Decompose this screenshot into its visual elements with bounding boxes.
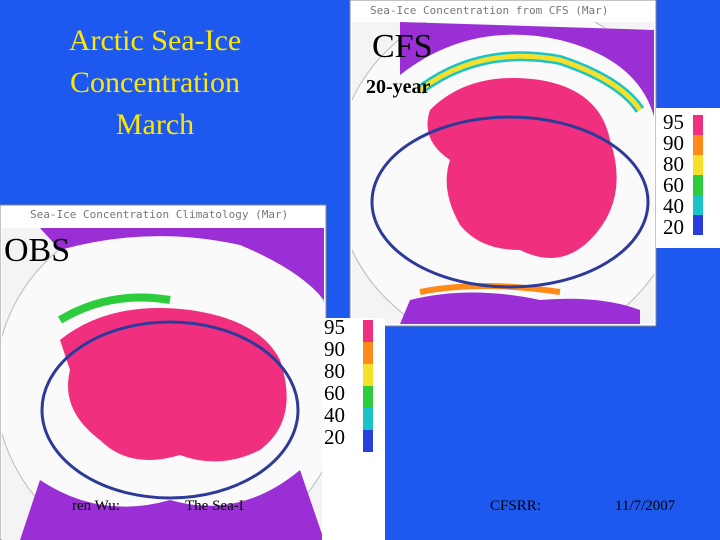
cfs-label: CFS: [372, 28, 433, 65]
cfs-legend-box: [656, 108, 720, 248]
legend-label: 40: [663, 194, 684, 218]
title-line: Concentration: [70, 66, 240, 99]
cfs-caption: Sea-Ice Concentration from CFS (Mar): [370, 4, 609, 17]
obs-map: [2, 228, 324, 540]
legend-label: 80: [324, 359, 345, 383]
legend-label: 90: [663, 131, 684, 155]
obs-caption: Sea-Ice Concentration Climatology (Mar): [30, 208, 289, 221]
slide-title: Arctic Sea-Ice Concentration March: [20, 20, 290, 146]
footer-date: 11/7/2007: [615, 498, 676, 514]
cfs-map: [352, 22, 654, 324]
obs-legend: 95 90 80 60 40 20: [324, 316, 345, 448]
obs-colorbar: [363, 320, 373, 452]
obs-label: OBS: [4, 232, 71, 269]
title-line: Arctic Sea-Ice: [68, 24, 242, 57]
legend-label: 90: [324, 337, 345, 361]
legend-label: 20: [324, 425, 345, 449]
legend-label: 40: [324, 403, 345, 427]
legend-label: 20: [663, 215, 684, 239]
cfs-sub: 20-year: [366, 76, 431, 98]
legend-label: 95: [663, 110, 684, 134]
obs-legend-box: [322, 318, 385, 540]
legend-label: 60: [324, 381, 345, 405]
title-line: March: [115, 108, 195, 141]
cfs-legend: 95 90 80 60 40 20: [663, 112, 684, 238]
legend-label: 80: [663, 152, 684, 176]
legend-label: 60: [663, 173, 684, 197]
legend-label: 95: [324, 315, 345, 339]
footer-topic: The Sea-I: [185, 498, 244, 514]
cfs-colorbar: [693, 115, 703, 235]
footer-project: CFSRR:: [490, 498, 541, 514]
footer-author: ren Wu:: [72, 498, 120, 514]
